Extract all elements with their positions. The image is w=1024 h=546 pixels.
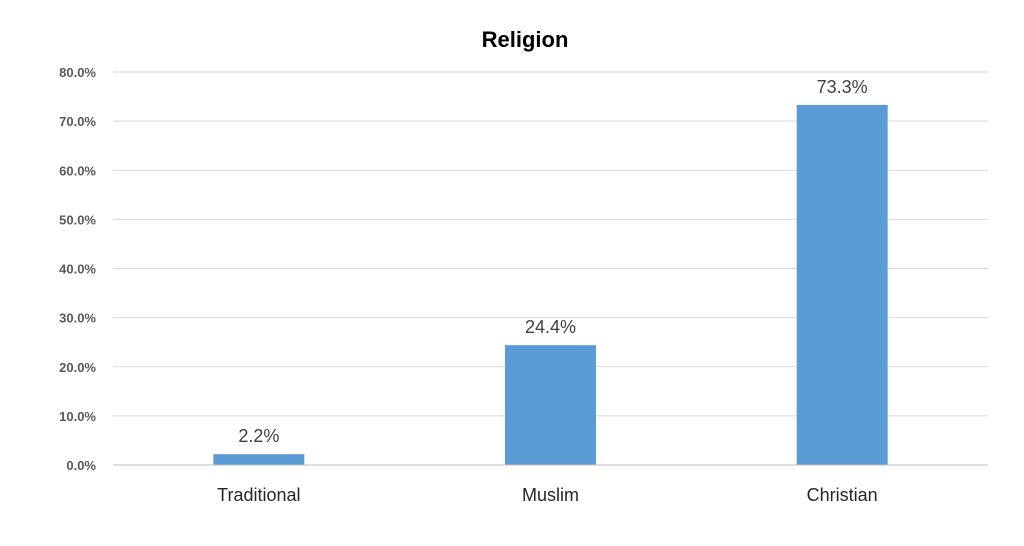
y-tick-label: 50.0%: [59, 212, 96, 227]
y-axis-ticks: 0.0% 10.0% 20.0% 30.0% 40.0% 50.0% 60.0% 70.0% 8…: [59, 65, 96, 473]
y-tick-label: 80.0%: [59, 65, 96, 80]
y-tick-label: 70.0%: [59, 114, 96, 129]
y-tick-label: 30.0%: [59, 311, 96, 326]
x-axis-ticks: Traditional Muslim Christian: [217, 485, 878, 505]
x-tick-label: Muslim: [522, 485, 579, 505]
y-tick-label: 40.0%: [59, 262, 96, 277]
y-tick-label: 20.0%: [59, 360, 96, 375]
bars: [213, 104, 888, 465]
data-label: 73.3%: [817, 77, 868, 97]
x-tick-label: Christian: [807, 485, 878, 505]
bar-muslim: [505, 345, 596, 465]
y-tick-label: 0.0%: [66, 458, 96, 473]
bar-traditional: [213, 454, 305, 465]
data-label: 24.4%: [525, 317, 576, 337]
bar-christian: [796, 104, 888, 465]
gridlines: [113, 71, 988, 417]
y-tick-label: 10.0%: [59, 409, 96, 424]
x-tick-label: Traditional: [217, 485, 300, 505]
data-labels: 2.2% 24.4% 73.3%: [238, 77, 867, 446]
chart-title: Religion: [482, 27, 569, 52]
y-tick-label: 60.0%: [59, 163, 96, 178]
data-label: 2.2%: [238, 426, 279, 446]
